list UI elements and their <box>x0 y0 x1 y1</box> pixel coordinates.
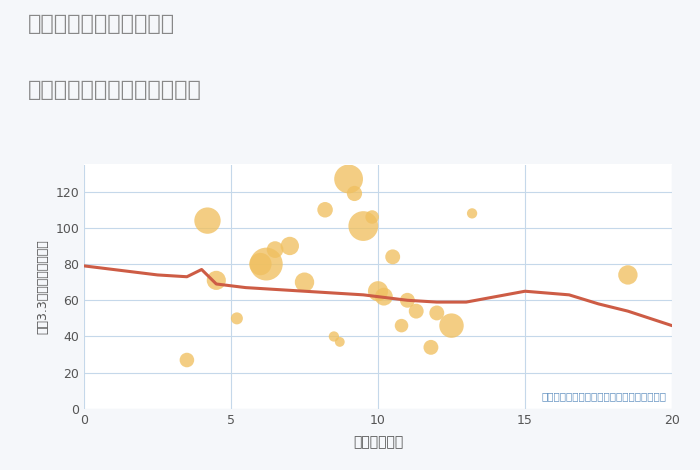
Point <box>387 253 398 260</box>
Point <box>284 242 295 250</box>
Point <box>411 307 422 315</box>
Point <box>202 217 213 224</box>
Point <box>255 260 266 268</box>
Point <box>343 175 354 183</box>
Point <box>334 338 345 345</box>
Point <box>358 222 369 230</box>
Point <box>328 333 339 340</box>
Point <box>260 260 272 268</box>
Point <box>372 288 384 295</box>
Point <box>466 210 477 217</box>
Point <box>426 344 437 351</box>
Text: 駅距離別中古マンション価格: 駅距離別中古マンション価格 <box>28 80 202 100</box>
Y-axis label: 坪（3.3㎡）単価（万円）: 坪（3.3㎡）単価（万円） <box>36 239 50 334</box>
Point <box>396 322 407 329</box>
Point <box>270 246 281 253</box>
Point <box>349 190 360 197</box>
Point <box>319 206 330 213</box>
Point <box>378 293 389 300</box>
Point <box>402 297 413 304</box>
Point <box>211 277 222 284</box>
Point <box>431 309 442 317</box>
Point <box>299 278 310 286</box>
X-axis label: 駅距離（分）: 駅距離（分） <box>353 435 403 449</box>
Text: 円の大きさは、取引のあった物件面積を示す: 円の大きさは、取引のあった物件面積を示す <box>541 392 666 401</box>
Point <box>367 213 378 221</box>
Point <box>622 271 634 279</box>
Point <box>446 322 457 329</box>
Point <box>231 314 242 322</box>
Text: 三重県四日市市小牧町の: 三重県四日市市小牧町の <box>28 14 175 34</box>
Point <box>181 356 193 364</box>
